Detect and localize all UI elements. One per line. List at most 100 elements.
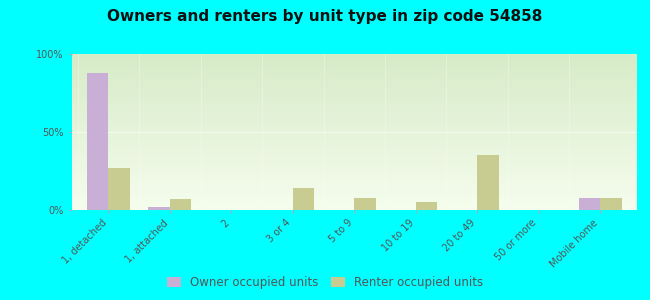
Bar (72, 102, 637, 104)
Bar (72, 59, 637, 60)
Bar (72, 174, 637, 176)
Bar (72, 204, 637, 205)
Bar (72, 96, 637, 98)
Bar (477, 155, 499, 210)
Bar (72, 107, 637, 109)
Bar (72, 124, 637, 126)
Bar (72, 110, 637, 112)
Bar (72, 93, 637, 94)
Bar (72, 160, 637, 162)
Bar (292, 188, 315, 210)
Bar (354, 197, 376, 210)
Bar (72, 193, 637, 194)
Bar (72, 168, 637, 170)
Bar (72, 73, 637, 74)
Bar (72, 196, 637, 197)
Bar (72, 163, 637, 165)
Bar (72, 77, 637, 79)
Bar (72, 84, 637, 85)
Bar (72, 165, 637, 166)
Bar (72, 123, 637, 124)
Legend: Owner occupied units, Renter occupied units: Owner occupied units, Renter occupied un… (162, 272, 488, 294)
Bar (72, 158, 637, 160)
Bar (72, 149, 637, 151)
Bar (72, 190, 637, 191)
Bar (72, 134, 637, 135)
Bar (72, 115, 637, 116)
Bar (578, 197, 600, 210)
Bar (72, 121, 637, 123)
Bar (148, 207, 170, 210)
Bar (72, 56, 637, 57)
Bar (72, 140, 637, 141)
Bar (72, 188, 637, 190)
Bar (72, 205, 637, 207)
Bar (72, 79, 637, 80)
Bar (72, 197, 637, 199)
Bar (72, 113, 637, 115)
Bar (416, 202, 437, 210)
Bar (72, 187, 637, 188)
Bar (72, 106, 637, 107)
Bar (72, 135, 637, 137)
Bar (72, 184, 637, 185)
Bar (72, 176, 637, 177)
Bar (72, 180, 637, 182)
Bar (72, 101, 637, 102)
Bar (72, 92, 637, 93)
Bar (72, 151, 637, 152)
Bar (72, 172, 637, 174)
Bar (72, 68, 637, 70)
Bar (170, 199, 191, 210)
Bar (109, 168, 130, 210)
Bar (72, 182, 637, 184)
Bar (72, 207, 637, 208)
Bar (72, 57, 637, 59)
Bar (72, 162, 637, 163)
Bar (72, 145, 637, 146)
Bar (72, 87, 637, 88)
Bar (72, 88, 637, 90)
Bar (72, 152, 637, 154)
Bar (72, 54, 637, 56)
Bar (72, 85, 637, 87)
Bar (72, 202, 637, 204)
Bar (72, 71, 637, 73)
Bar (72, 148, 637, 149)
Bar (72, 62, 637, 63)
Bar (72, 112, 637, 113)
Bar (72, 179, 637, 180)
Bar (72, 98, 637, 99)
Bar (72, 94, 637, 96)
Bar (72, 146, 637, 148)
Bar (87, 73, 109, 210)
Bar (72, 76, 637, 77)
Bar (72, 143, 637, 145)
Bar (72, 126, 637, 127)
Bar (72, 99, 637, 101)
Bar (72, 119, 637, 121)
Bar (72, 104, 637, 106)
Bar (72, 157, 637, 158)
Bar (72, 141, 637, 143)
Bar (72, 177, 637, 179)
Bar (72, 171, 637, 172)
Bar (72, 130, 637, 132)
Bar (72, 191, 637, 193)
Bar (72, 63, 637, 65)
Bar (72, 137, 637, 138)
Bar (72, 208, 637, 210)
Bar (72, 65, 637, 67)
Bar (72, 138, 637, 140)
Bar (72, 116, 637, 118)
Bar (72, 60, 637, 62)
Bar (72, 132, 637, 134)
Bar (72, 169, 637, 171)
Bar (72, 80, 637, 82)
Bar (72, 127, 637, 129)
Bar (72, 129, 637, 130)
Bar (72, 67, 637, 68)
Bar (72, 154, 637, 155)
Bar (72, 74, 637, 76)
Bar (72, 82, 637, 84)
